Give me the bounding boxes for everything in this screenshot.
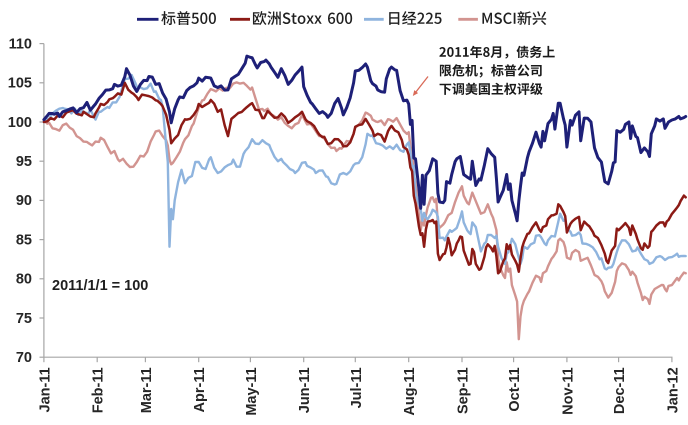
svg-text:Oct-11: Oct-11 [507, 367, 523, 411]
svg-text:90: 90 [16, 193, 32, 209]
svg-text:Aug-11: Aug-11 [402, 367, 418, 415]
svg-text:80: 80 [16, 272, 32, 288]
svg-text:75: 75 [16, 311, 32, 327]
svg-text:Dec-11: Dec-11 [612, 367, 628, 414]
svg-text:2011/1/1 = 100: 2011/1/1 = 100 [52, 278, 148, 294]
svg-text:95: 95 [16, 154, 32, 170]
svg-text:Apr-11: Apr-11 [192, 367, 208, 412]
svg-text:Jul-11: Jul-11 [349, 367, 365, 408]
svg-text:Jan-12: Jan-12 [665, 367, 681, 413]
svg-text:May-11: May-11 [244, 367, 260, 415]
svg-text:105: 105 [8, 76, 32, 92]
svg-text:Jan-11: Jan-11 [37, 367, 53, 412]
svg-text:Mar-11: Mar-11 [139, 367, 155, 413]
svg-text:100: 100 [8, 115, 32, 131]
svg-text:Jun-11: Jun-11 [297, 367, 313, 413]
svg-text:110: 110 [9, 36, 32, 52]
svg-text:Feb-11: Feb-11 [91, 367, 107, 413]
svg-text:85: 85 [16, 232, 32, 248]
svg-text:70: 70 [16, 350, 32, 366]
svg-text:Sep-11: Sep-11 [456, 367, 472, 414]
svg-text:Nov-11: Nov-11 [560, 367, 576, 415]
